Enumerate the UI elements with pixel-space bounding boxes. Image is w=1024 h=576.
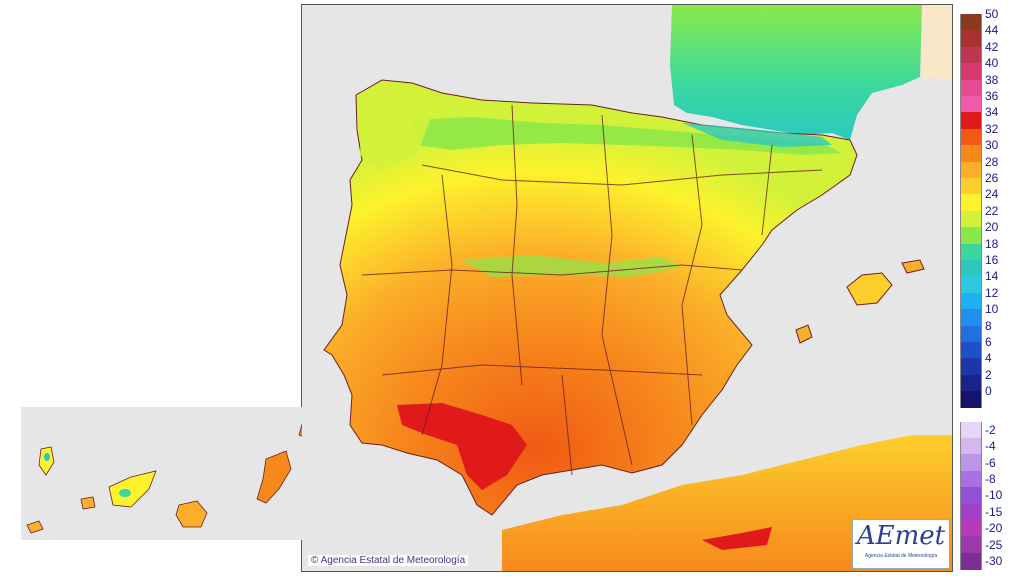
- legend-label-positive-9: 28: [985, 154, 999, 169]
- legend-label-positive-11: 24: [985, 187, 999, 202]
- legend-swatch-positive-8: [960, 145, 982, 163]
- legend-label-negative-7: -25: [985, 537, 1003, 552]
- legend-swatch-negative-1: [960, 438, 982, 455]
- galicia-region: [360, 90, 432, 170]
- legend-label-positive-22: 2: [985, 367, 992, 382]
- legend-swatch-negative-2: [960, 454, 982, 472]
- copyright-credit: © Agencia Estatal de Meteorología: [308, 555, 469, 566]
- legend-label-positive-8: 30: [985, 138, 999, 153]
- legend-label-negative-1: -4: [985, 439, 996, 454]
- legend-swatch-positive-1: [960, 30, 982, 48]
- legend-label-positive-0: 50: [985, 7, 999, 21]
- la-gomera-island: [80, 496, 96, 510]
- africa-hotspot: [702, 527, 772, 550]
- legend-swatch-positive-7: [960, 128, 982, 146]
- legend-swatch-positive-19: [960, 325, 982, 343]
- legend-swatch-positive-14: [960, 243, 982, 261]
- legend-label-negative-8: -30: [985, 554, 1003, 568]
- temperature-map[interactable]: [301, 4, 953, 572]
- credit-text: Agencia Estatal de Meteorología: [320, 555, 466, 566]
- legend-label-positive-1: 44: [985, 23, 999, 38]
- legend-label-negative-2: -6: [985, 455, 996, 470]
- north-africa: [502, 435, 952, 571]
- legend-label-positive-16: 14: [985, 269, 999, 284]
- legend-swatch-positive-3: [960, 63, 982, 81]
- legend-swatch-negative-3: [960, 470, 982, 488]
- legend-swatch-positive-6: [960, 112, 982, 130]
- canary-graphic: [26, 423, 302, 534]
- tenerife-island: [108, 470, 157, 508]
- legend-swatch-positive-13: [960, 227, 982, 245]
- legend-label-positive-14: 18: [985, 236, 999, 251]
- legend-swatch-positive-23: [960, 391, 982, 409]
- central-system: [462, 255, 682, 277]
- legend-label-positive-2: 42: [985, 39, 999, 54]
- legend-swatch-positive-5: [960, 96, 982, 113]
- pyrenees-band: [682, 123, 832, 147]
- logo-text: AEmet: [856, 521, 946, 551]
- legend-swatch-positive-18: [960, 309, 982, 327]
- copyright-icon: ©: [311, 555, 319, 566]
- legend-label-negative-5: -15: [985, 504, 1003, 519]
- legend-label-positive-13: 20: [985, 220, 999, 235]
- legend-swatch-positive-10: [960, 178, 982, 195]
- legend-swatch-positive-21: [960, 358, 982, 376]
- legend-swatch-negative-0: [960, 421, 982, 439]
- legend-swatch-positive-9: [960, 161, 982, 179]
- legend-label-positive-19: 8: [985, 318, 992, 333]
- province-borders: [361, 104, 823, 476]
- legend-label-positive-7: 32: [985, 121, 999, 136]
- map-graphic: [323, 5, 952, 571]
- temperature-legend: [960, 14, 982, 570]
- legend-swatch-positive-16: [960, 276, 982, 294]
- legend-label-positive-18: 10: [985, 302, 999, 317]
- fuerteventura-island: [256, 450, 292, 504]
- legend-swatch-positive-22: [960, 374, 982, 392]
- mallorca: [846, 272, 893, 306]
- legend-swatch-negative-5: [960, 503, 982, 521]
- logo-subtext: Agencia Estatal de Meteorología: [864, 553, 938, 559]
- legend-label-negative-4: -10: [985, 488, 1003, 503]
- legend-swatch-positive-0: [960, 14, 982, 31]
- legend-label-negative-0: -2: [985, 422, 996, 437]
- france-region: [670, 5, 922, 140]
- legend-swatch-negative-8: [960, 552, 982, 570]
- legend-label-positive-5: 36: [985, 89, 999, 103]
- legend-swatch-negative-6: [960, 520, 982, 537]
- la-palma-island: [38, 446, 55, 476]
- ibiza: [795, 324, 813, 344]
- legend-label-positive-10: 26: [985, 171, 999, 185]
- legend-label-positive-12: 22: [985, 203, 999, 218]
- legend-label-positive-17: 12: [985, 285, 999, 300]
- guadalquivir-hotspot: [397, 403, 527, 490]
- canary-islands-inset[interactable]: [21, 407, 302, 540]
- la-palma-center: [44, 453, 50, 461]
- legend-label-positive-15: 16: [985, 253, 999, 267]
- aemet-logo: AEmet Agencia Estatal de Meteorología: [852, 519, 950, 569]
- legend-label-positive-20: 6: [985, 335, 992, 349]
- legend-label-positive-6: 34: [985, 105, 999, 120]
- legend-swatch-positive-2: [960, 46, 982, 64]
- lanzarote-island: [298, 423, 302, 437]
- legend-swatch-positive-15: [960, 260, 982, 277]
- menorca: [901, 259, 925, 274]
- legend-swatch-positive-11: [960, 194, 982, 212]
- legend-label-positive-23: 0: [985, 384, 992, 399]
- legend-label-negative-3: -8: [985, 472, 996, 486]
- northern-mountains: [412, 117, 842, 155]
- legend-swatch-positive-20: [960, 342, 982, 359]
- legend-label-negative-6: -20: [985, 521, 1003, 536]
- legend-swatch-positive-17: [960, 292, 982, 310]
- el-hierro-island: [26, 520, 44, 534]
- legend-swatch-positive-12: [960, 210, 982, 228]
- legend-swatch-negative-7: [960, 536, 982, 554]
- corner-region: [922, 5, 952, 80]
- legend-label-positive-4: 38: [985, 72, 999, 87]
- legend-swatch-positive-4: [960, 79, 982, 97]
- teide-peak: [119, 489, 131, 497]
- legend-label-positive-3: 40: [985, 56, 999, 71]
- legend-swatch-negative-4: [960, 487, 982, 505]
- legend-label-positive-21: 4: [985, 351, 992, 366]
- gran-canaria-island: [175, 500, 208, 528]
